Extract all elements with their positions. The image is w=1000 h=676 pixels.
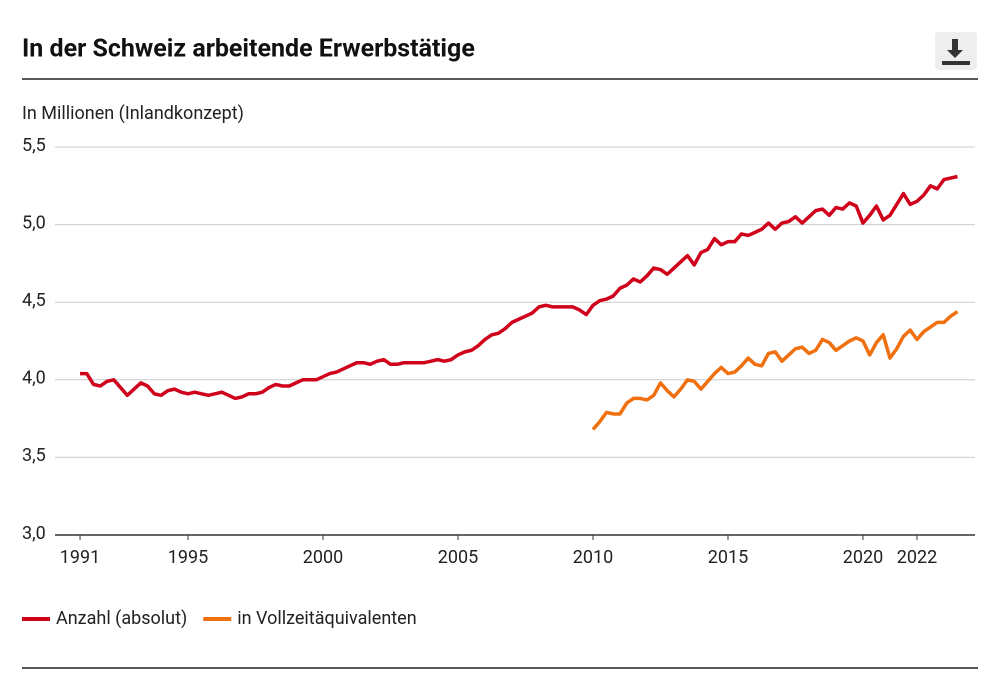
y-tick-label: 4,0 [22, 368, 46, 389]
y-tick-label: 4,5 [22, 290, 46, 311]
data-line [80, 174, 958, 401]
y-tick-label: 3,0 [22, 523, 46, 544]
x-tick-label: 1995 [168, 547, 208, 568]
x-tick-label: 2022 [897, 547, 937, 568]
download-bar[interactable] [942, 61, 970, 65]
legend-label: in Vollzeitäquivalenten [237, 608, 416, 629]
x-tick-label: 2015 [708, 547, 748, 568]
y-axis-label: In Millionen (Inlandkonzept) [22, 103, 244, 124]
y-tick-label: 5,5 [22, 135, 46, 156]
data-line [591, 310, 959, 431]
download-icon[interactable] [947, 39, 963, 58]
x-tick-label: 2010 [573, 547, 613, 568]
x-tick-label: 1991 [60, 547, 100, 568]
y-tick-label: 5,0 [22, 212, 46, 233]
legend-label: Anzahl (absolut) [56, 608, 187, 629]
x-tick-label: 2000 [303, 547, 343, 568]
x-tick-label: 2020 [843, 547, 883, 568]
x-tick-label: 2005 [438, 547, 478, 568]
y-tick-label: 3,5 [22, 445, 46, 466]
download-button[interactable] [935, 32, 977, 70]
chart-title: In der Schweiz arbeitende Erwerbstätige [22, 35, 475, 64]
